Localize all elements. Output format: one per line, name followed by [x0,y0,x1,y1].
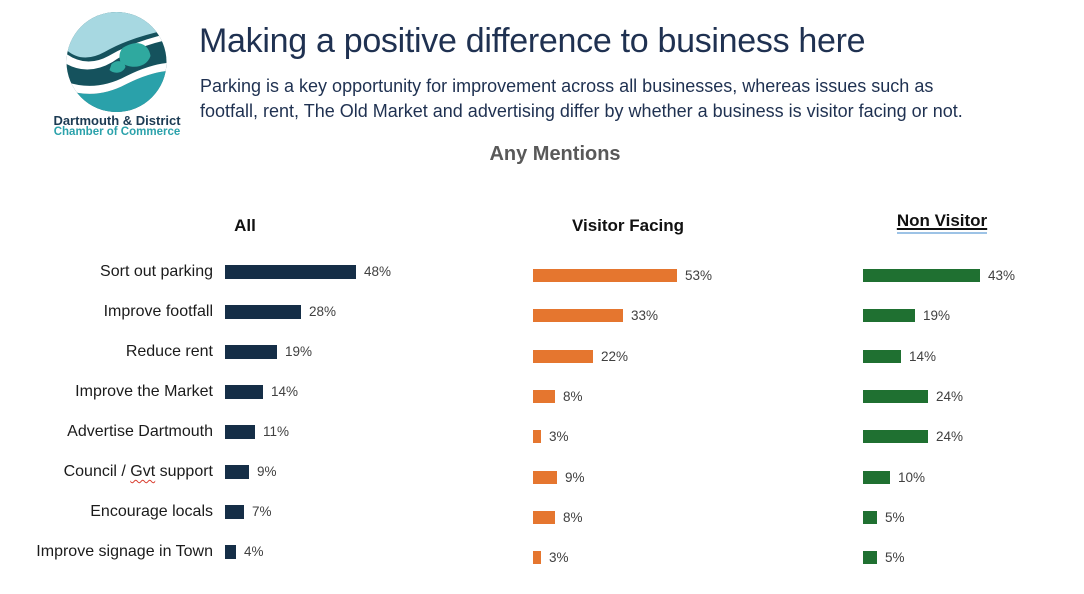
bar-visitor-facing [533,430,541,443]
bar-non-visitor [863,471,890,484]
bar-visitor-facing [533,309,623,322]
chamber-logo-icon [66,12,167,112]
bar-visitor-facing [533,350,593,363]
logo-text-line1: Dartmouth & District [53,113,181,128]
value-label-non-visitor: 10% [898,470,926,485]
bar-all [225,545,236,559]
value-label-visitor-facing: 22% [601,349,629,364]
category-label: Improve signage in Town [36,543,213,560]
subtitle-line-2: footfall, rent, The Old Market and adver… [200,101,963,121]
spellcheck-underline: Gvt [130,463,156,480]
bar-all [225,265,356,279]
category-label: Reduce rent [125,343,213,360]
non-visitor-underlined-text: Non Visitor [896,211,988,234]
category-label: Council / Gvt support [63,463,213,480]
bar-all [225,465,249,479]
value-label-non-visitor: 5% [885,510,905,525]
value-label-all: 11% [263,424,290,439]
bar-all [225,385,263,399]
value-label-visitor-facing: 8% [563,510,583,525]
value-label-all: 19% [285,344,313,359]
chart-title: Any Mentions [489,143,621,165]
value-label-all: 4% [244,544,264,559]
value-label-non-visitor: 14% [909,349,937,364]
category-label: Sort out parking [100,263,213,280]
bar-non-visitor [863,551,877,564]
category-label: Improve the Market [75,383,213,400]
bar-visitor-facing [533,511,555,524]
bar-non-visitor [863,390,928,403]
value-label-visitor-facing: 9% [565,470,585,485]
bar-visitor-facing [533,390,555,403]
value-label-all: 48% [364,264,392,279]
category-label: Advertise Dartmouth [67,423,213,440]
category-label: Improve footfall [103,303,213,320]
value-label-non-visitor: 24% [936,389,964,404]
value-label-all: 7% [252,504,272,519]
page-subtitle: Parking is a key opportunity for improve… [200,74,963,124]
value-label-visitor-facing: 33% [631,308,659,323]
bar-all [225,345,277,359]
bar-visitor-facing [533,269,677,282]
subtitle-line-1: Parking is a key opportunity for improve… [200,76,934,96]
bar-non-visitor [863,269,980,282]
value-label-non-visitor: 19% [923,308,951,323]
value-label-visitor-facing: 53% [685,268,713,283]
value-label-visitor-facing: 3% [549,550,569,565]
value-label-non-visitor: 24% [936,429,964,444]
bar-non-visitor [863,511,877,524]
bar-all [225,505,244,519]
logo-text-line2: Chamber of Commerce [53,126,181,138]
value-label-visitor-facing: 3% [549,429,569,444]
column-header-all: All [234,216,256,235]
value-label-non-visitor: 5% [885,550,905,565]
bar-non-visitor [863,430,928,443]
value-label-visitor-facing: 8% [563,389,583,404]
bar-non-visitor [863,309,915,322]
bar-non-visitor [863,350,901,363]
column-header-visitor-facing: Visitor Facing [571,216,685,235]
column-header-non-visitor: Non Visitor [876,211,1008,234]
leaf-icon [109,43,151,73]
page-title: Making a positive difference to business… [199,22,866,60]
value-label-non-visitor: 43% [988,268,1016,283]
bar-all [225,425,255,439]
value-label-all: 9% [257,464,277,479]
value-label-all: 14% [271,384,299,399]
category-label: Encourage locals [90,503,213,520]
bar-visitor-facing [533,551,541,564]
bar-visitor-facing [533,471,557,484]
bar-all [225,305,301,319]
value-label-all: 28% [309,304,337,319]
